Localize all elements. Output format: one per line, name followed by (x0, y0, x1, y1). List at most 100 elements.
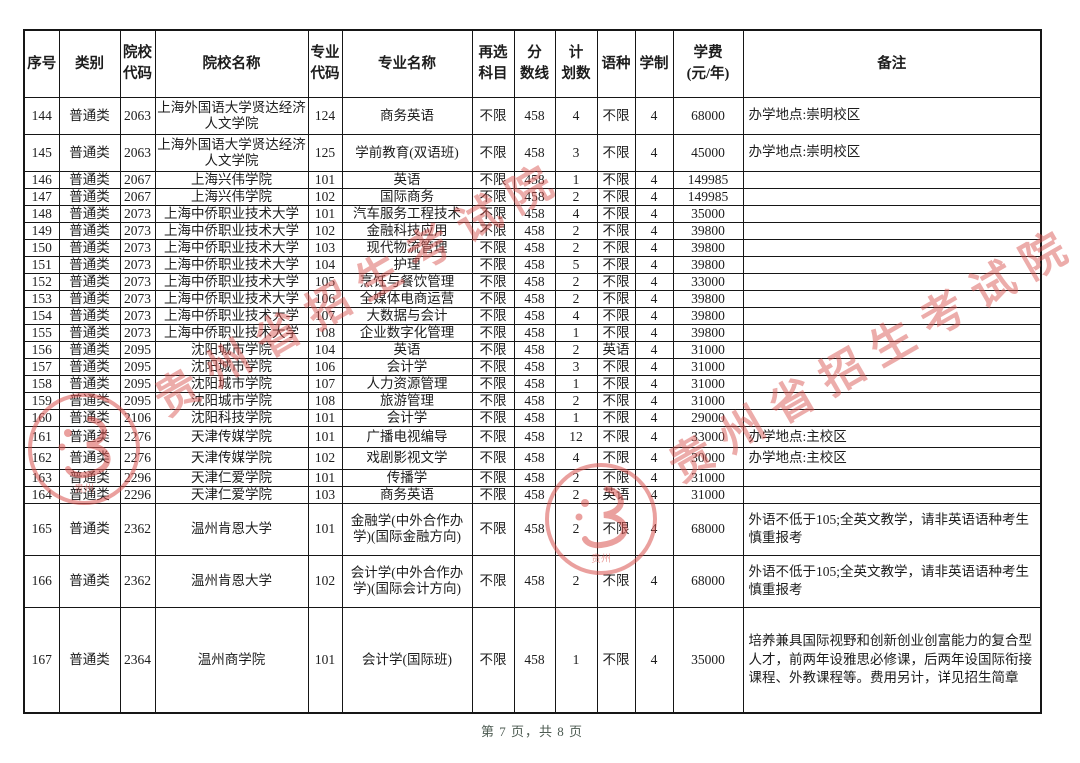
table-row: 163 普通类 2296 天津仁爱学院 101 传播学 不限 458 2 不限 4 31000 (23, 468, 1042, 487)
cell: 160 (23, 408, 60, 427)
cell: 普通类 (58, 289, 121, 308)
cell: 157 (23, 357, 60, 376)
cell: 不限 (596, 357, 636, 376)
cell: 2095 (119, 374, 156, 393)
cell: 68000 (672, 502, 744, 556)
cell: 不限 (471, 170, 515, 189)
cell: 商务英语 (341, 96, 473, 135)
cell: 金融学(中外合作办学)(国际金融方向) (341, 502, 473, 556)
table-header: 序号 类别 院校 代码 院校名称 专业 代码 专业名称 再选 科目分 数线计 划数 语种 学制学… (23, 29, 1042, 98)
cell: 培养兼具国际视野和创新创业创富能力的复合型人才，前两年设雅思必修课，后两年设国际… (742, 606, 1042, 714)
cell: 不限 (471, 468, 515, 487)
table-row: 145 普通类 2063 上海外国语大学贤达经济人文学院 125 学前教育(双语班) 不限 4… (23, 133, 1042, 172)
cell: 1 (554, 606, 598, 714)
cell: 125 (307, 133, 343, 172)
cell: 30000 (672, 447, 744, 470)
cell: 149 (23, 221, 60, 240)
column-header: 分 数线 (513, 29, 556, 98)
cell: 温州肯恩大学 (154, 502, 309, 556)
cell: 不限 (596, 502, 636, 556)
cell: 旅游管理 (341, 391, 473, 410)
table-row: 160 普通类 2106 沈阳科技学院 101 会计学 不限 458 1 不限 4 29000 (23, 408, 1042, 427)
cell: 上海中侨职业技术大学 (154, 204, 309, 223)
cell: 156 (23, 340, 60, 359)
table-row: 167 普通类 2364 温州商学院 101 会计学(国际班) 不限 458 1 不限 4 35000… (23, 606, 1042, 714)
cell: 102 (307, 447, 343, 470)
cell: 英语 (341, 340, 473, 359)
cell: 不限 (596, 374, 636, 393)
cell: 31000 (672, 357, 744, 376)
cell: 101 (307, 204, 343, 223)
column-header: 专业名称 (341, 29, 473, 98)
column-header: 专业 代码 (307, 29, 343, 98)
cell: 外语不低于105;全英文教学，请非英语语种考生慎重报考 (742, 554, 1042, 608)
cell: 天津传媒学院 (154, 425, 309, 449)
cell: 458 (513, 204, 556, 223)
table-row: 152 普通类 2073 上海中侨职业技术大学 105 烹饪与餐饮管理 不限 458 2 不限 4 3… (23, 272, 1042, 291)
cell: 2067 (119, 170, 156, 189)
cell: 会计学 (341, 357, 473, 376)
cell: 2095 (119, 391, 156, 410)
table-row: 149 普通类 2073 上海中侨职业技术大学 102 金融科技应用 不限 458 2 不限 4 39… (23, 221, 1042, 240)
cell: 普通类 (58, 340, 121, 359)
table-row: 158 普通类 2095 沈阳城市学院 107 人力资源管理 不限 458 1 不限 4 31000 (23, 374, 1042, 393)
cell: 166 (23, 554, 60, 608)
cell: 1 (554, 323, 598, 342)
cell: 101 (307, 502, 343, 556)
cell: 普通类 (58, 485, 121, 504)
cell: 458 (513, 255, 556, 274)
cell: 154 (23, 306, 60, 325)
table-row: 150 普通类 2073 上海中侨职业技术大学 103 现代物流管理 不限 458 2 不限 4 39… (23, 238, 1042, 257)
cell: 普通类 (58, 96, 121, 135)
cell: 2106 (119, 408, 156, 427)
cell: 39800 (672, 238, 744, 257)
cell: 458 (513, 306, 556, 325)
cell: 458 (513, 323, 556, 342)
cell: 458 (513, 606, 556, 714)
column-header: 序号 (23, 29, 60, 98)
column-header: 再选 科目 (471, 29, 515, 98)
column-header: 学费 (元/年) (672, 29, 744, 98)
cell: 4 (634, 289, 674, 308)
table-row: 159 普通类 2095 沈阳城市学院 108 旅游管理 不限 458 2 不限 4 31000 (23, 391, 1042, 410)
cell (742, 255, 1042, 274)
column-header: 院校名称 (154, 29, 309, 98)
cell: 不限 (471, 425, 515, 449)
cell: 2 (554, 272, 598, 291)
cell: 不限 (471, 485, 515, 504)
cell: 上海中侨职业技术大学 (154, 238, 309, 257)
cell: 165 (23, 502, 60, 556)
column-header: 计 划数 (554, 29, 598, 98)
cell: 104 (307, 255, 343, 274)
cell: 2073 (119, 323, 156, 342)
cell: 31000 (672, 374, 744, 393)
cell: 不限 (471, 306, 515, 325)
cell: 31000 (672, 340, 744, 359)
cell (742, 238, 1042, 257)
cell: 汽车服务工程技术 (341, 204, 473, 223)
cell: 不限 (471, 204, 515, 223)
cell: 普通类 (58, 272, 121, 291)
cell: 148 (23, 204, 60, 223)
cell: 普通类 (58, 447, 121, 470)
cell: 158 (23, 374, 60, 393)
cell: 4 (634, 323, 674, 342)
cell: 英语 (596, 340, 636, 359)
cell: 广播电视编导 (341, 425, 473, 449)
cell: 商务英语 (341, 485, 473, 504)
cell: 普通类 (58, 255, 121, 274)
cell: 107 (307, 374, 343, 393)
cell: 会计学(国际班) (341, 606, 473, 714)
cell: 上海外国语大学贤达经济人文学院 (154, 133, 309, 172)
cell: 155 (23, 323, 60, 342)
cell (742, 408, 1042, 427)
cell: 101 (307, 425, 343, 449)
cell: 1 (554, 374, 598, 393)
cell: 145 (23, 133, 60, 172)
cell: 161 (23, 425, 60, 449)
cell (742, 357, 1042, 376)
cell: 4 (554, 204, 598, 223)
cell: 101 (307, 468, 343, 487)
cell: 39800 (672, 255, 744, 274)
cell: 上海兴伟学院 (154, 187, 309, 206)
